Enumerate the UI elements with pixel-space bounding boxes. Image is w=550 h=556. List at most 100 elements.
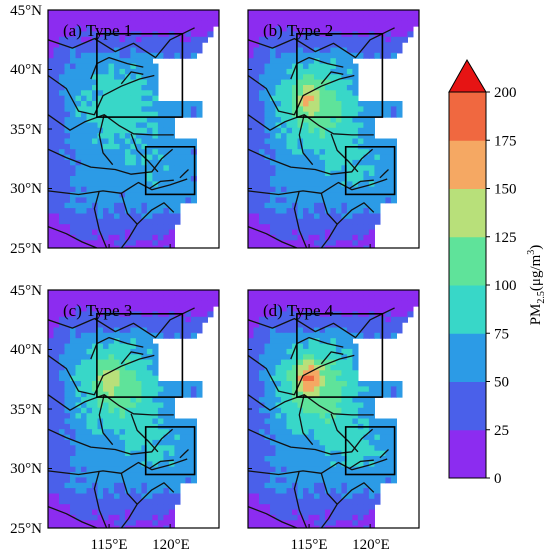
pm25-cell [259,381,266,387]
pm25-cell [379,290,386,296]
pm25-cell [275,138,282,145]
pm25-cell [190,381,197,387]
pm25-cell [248,95,255,102]
pm25-cell [368,154,375,161]
pm25-cell [264,348,271,355]
pm25-cell [363,413,370,420]
pm25-cell [303,133,310,140]
pm25-cell [141,504,148,511]
pm25-cell [92,95,99,102]
pm25-cell [303,117,310,124]
pm25-cell [125,15,132,22]
pm25-cell [70,52,77,59]
pm25-cell [130,149,137,156]
pm25-cell [270,197,277,204]
pm25-cell [108,90,115,97]
pm25-cell [48,68,55,75]
pm25-cell [308,456,315,462]
pm25-cell [119,445,126,452]
colorbar-segment [449,92,486,141]
pm25-cell [152,477,159,484]
pm25-cell [146,181,153,188]
pm25-cell [114,332,121,339]
pm25-cell [248,31,255,38]
pm25-cell [385,52,392,59]
pm25-cell [103,514,110,521]
pm25-cell [185,186,192,193]
pm25-cell [70,138,77,145]
pm25-cell [114,450,121,457]
pm25-cell [141,138,148,145]
pm25-cell [135,445,142,452]
pm25-cell [374,186,381,193]
province-border [248,27,395,59]
pm25-cell [401,20,408,27]
pm25-cell [97,482,104,489]
pm25-cell [374,165,381,172]
pm25-cell [53,322,60,329]
pm25-cell [163,504,170,511]
pm25-cell [303,439,310,446]
pm25-cell [352,482,359,489]
pm25-cell [297,348,304,355]
pm25-cell [157,445,164,452]
pm25-cell [196,290,203,296]
pm25-cell [114,52,121,59]
pm25-cell [114,338,121,345]
pm25-cell [103,95,110,102]
pm25-cell [264,127,271,134]
pm25-cell [319,445,326,452]
pm25-cell [325,525,332,528]
pm25-cell [297,472,304,479]
pm25-cell [141,20,148,27]
pm25-cell [114,429,121,436]
pm25-cell [119,26,126,33]
pm25-cell [119,391,126,398]
pm25-cell [363,15,370,22]
pm25-cell [368,520,375,527]
pm25-cell [75,31,82,38]
pm25-cell [70,197,77,204]
pm25-cell [270,117,277,124]
pm25-cell [141,461,148,468]
pm25-cell [59,133,66,140]
pm25-cell [70,322,77,329]
pm25-cell [135,439,142,446]
pm25-cell [53,208,60,215]
pm25-cell [297,375,304,382]
pm25-cell [70,520,77,527]
pm25-cell [363,332,370,339]
pm25-cell [270,429,277,436]
pm25-cell [75,429,82,436]
pm25-cell [248,154,255,161]
pm25-cell [53,332,60,339]
pm25-cell [185,52,192,59]
pm25-cell [157,159,164,166]
pm25-cell [196,322,203,329]
pm25-cell [64,397,71,404]
pm25-cell [190,52,197,59]
pm25-cell [130,117,137,124]
pm25-cell [259,192,266,199]
pm25-cell [281,58,288,65]
pm25-cell [259,300,266,307]
pm25-cell [152,295,159,302]
pm25-cell [292,224,299,231]
pm25-cell [264,482,271,489]
pm25-cell [196,26,203,33]
pm25-cell [346,138,353,145]
pm25-cell [48,42,55,49]
pm25-cell [275,68,282,75]
pm25-cell [363,402,370,409]
pm25-cell [325,52,332,59]
pm25-cell [75,514,82,521]
pm25-cell [86,327,93,334]
pm25-cell [259,456,266,462]
pm25-cell [264,332,271,339]
pm25-cell [396,42,403,49]
pm25-cell [297,343,304,350]
pm25-cell [168,170,175,177]
pm25-cell [374,322,381,329]
pm25-cell [64,343,71,350]
pm25-cell [75,106,82,113]
